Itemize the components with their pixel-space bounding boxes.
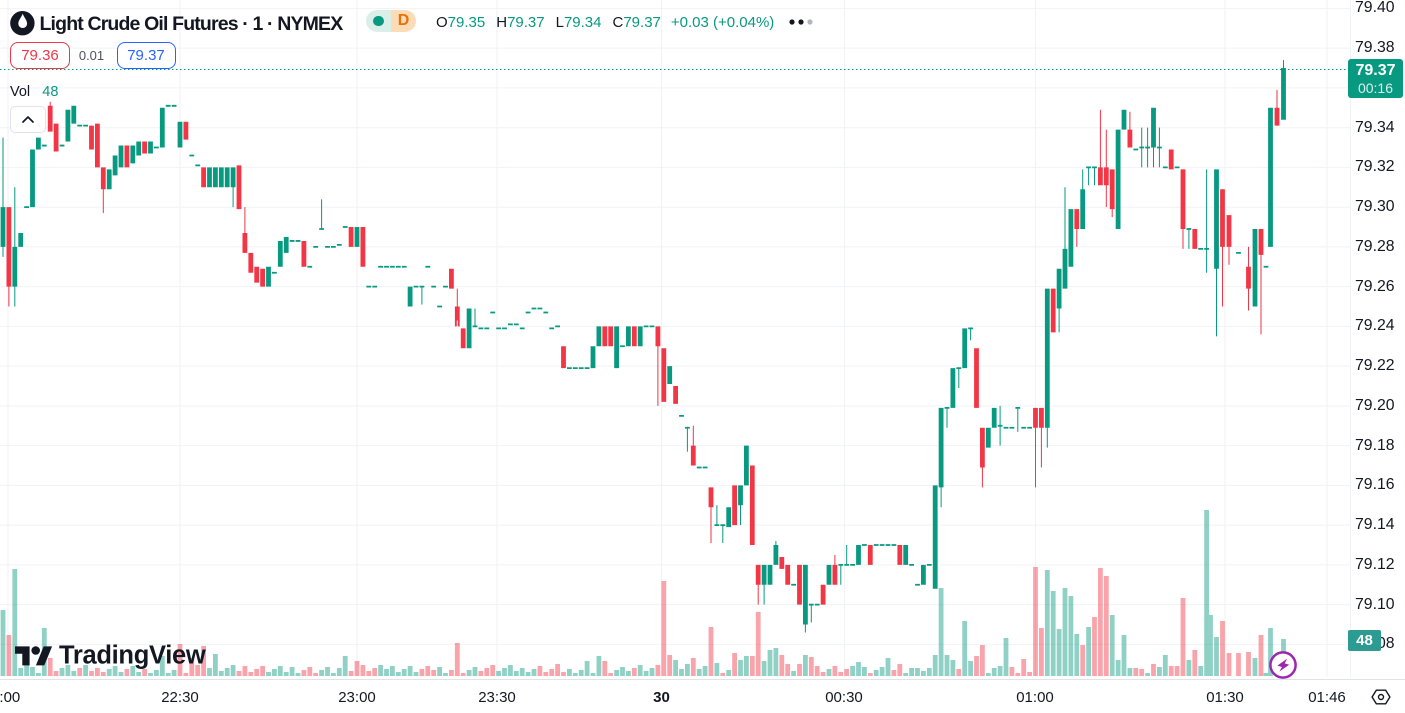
svg-text:TradingView: TradingView bbox=[59, 642, 206, 670]
